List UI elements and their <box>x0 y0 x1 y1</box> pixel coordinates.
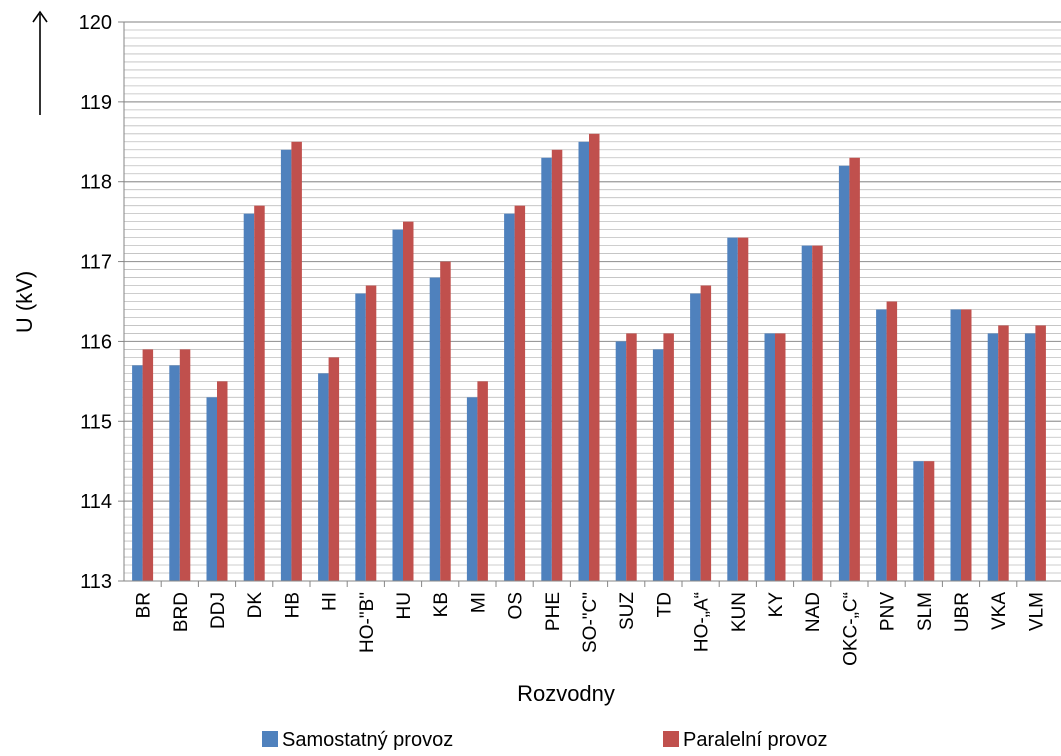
bar <box>466 397 478 581</box>
bar <box>217 381 228 581</box>
bar <box>615 341 627 581</box>
x-tick-label: SO-"C" <box>580 592 601 653</box>
bar <box>392 229 403 581</box>
y-axis-label: U (kV) <box>12 271 37 333</box>
bar <box>551 149 563 581</box>
bar <box>1024 333 1036 581</box>
x-tick-label: OS <box>506 592 527 619</box>
legend: Samostatný provoz Paralelní provoz <box>262 729 828 751</box>
bar <box>243 213 255 581</box>
y-tick-label: 119 <box>80 92 112 114</box>
bar <box>727 237 738 581</box>
x-tick-label: UBR <box>952 592 973 632</box>
x-tick-label: HI <box>320 592 341 611</box>
x-tick-label: HB <box>282 592 303 618</box>
bar <box>142 349 154 581</box>
bar <box>913 461 924 581</box>
bar <box>849 157 860 581</box>
x-tick-label: HU <box>394 592 415 619</box>
x-tick-label: HO-"B" <box>357 592 378 653</box>
y-tick-label: 114 <box>80 491 112 513</box>
y-axis-arrow-head <box>32 10 48 23</box>
x-tick-label: BR <box>134 592 155 618</box>
bar <box>998 325 1009 581</box>
x-tick-label: BRD <box>171 592 192 632</box>
bar <box>206 397 217 581</box>
bar <box>132 365 143 581</box>
x-tick-labels: BR BRD DDJ DK HB HI HO-"B" HU KB MI OS PHE SO-"C" SUZ… <box>134 581 1047 666</box>
y-tick-label: 116 <box>80 331 112 353</box>
bar <box>961 309 972 581</box>
bar <box>737 237 749 581</box>
x-tick-label: PHE <box>543 592 564 631</box>
bar <box>876 309 887 581</box>
x-tick-label: OKC-„C“ <box>840 592 861 666</box>
bar <box>403 221 414 581</box>
legend-swatch <box>663 731 679 747</box>
bar <box>652 349 664 581</box>
bar <box>504 213 515 581</box>
x-tick-label: HO-„A“ <box>692 592 713 652</box>
bar <box>626 333 637 581</box>
x-tick-label: VKA <box>989 592 1010 630</box>
x-tick-label: VLM <box>1026 592 1047 631</box>
bar <box>429 277 441 581</box>
x-tick-label: MI <box>468 592 489 613</box>
bar <box>318 373 329 581</box>
x-tick-label: TD <box>654 592 675 617</box>
bar <box>764 333 775 581</box>
bar <box>291 141 302 582</box>
legend-label: Paralelní provoz <box>683 729 828 751</box>
bar <box>950 309 961 581</box>
bar <box>886 301 898 581</box>
x-tick-label: PNV <box>878 592 899 631</box>
y-tick-label: 115 <box>80 411 112 433</box>
bar <box>328 357 340 581</box>
x-tick-label: DK <box>245 592 266 619</box>
y-tick-label: 120 <box>79 12 112 34</box>
bar <box>812 245 823 581</box>
x-axis-label: Rozvodny <box>517 681 615 706</box>
bar <box>254 205 265 581</box>
bar <box>169 365 180 581</box>
x-tick-label: SUZ <box>617 592 638 630</box>
y-tick-label: 118 <box>80 172 112 194</box>
x-tick-label: KUN <box>729 592 750 632</box>
bar <box>179 349 191 581</box>
bar <box>838 165 850 581</box>
bar <box>578 141 589 582</box>
bar <box>700 285 712 581</box>
bar <box>987 333 999 581</box>
bar <box>923 461 935 581</box>
bar <box>775 333 786 581</box>
bar <box>365 285 377 581</box>
bar <box>541 157 552 581</box>
bars <box>132 133 1046 582</box>
bar <box>440 261 451 581</box>
y-tick-label: 113 <box>80 571 112 593</box>
bar <box>801 245 813 581</box>
bar <box>663 333 674 581</box>
x-tick-label: KB <box>431 592 452 617</box>
y-tick-labels: 113 114 115 116 117 118 119 120 <box>79 12 124 593</box>
x-tick-label: SLM <box>915 592 936 631</box>
bar <box>589 133 600 582</box>
bar <box>690 293 701 581</box>
legend-swatch <box>262 731 278 747</box>
bar <box>477 381 488 581</box>
bar <box>1035 325 1046 581</box>
bar <box>355 293 366 581</box>
x-tick-label: NAD <box>803 592 824 632</box>
x-tick-label: KY <box>766 592 787 618</box>
y-tick-label: 117 <box>80 252 112 274</box>
bar <box>514 205 526 581</box>
x-tick-label: DDJ <box>208 592 229 629</box>
bar <box>280 149 292 581</box>
legend-label: Samostatný provoz <box>282 729 453 751</box>
